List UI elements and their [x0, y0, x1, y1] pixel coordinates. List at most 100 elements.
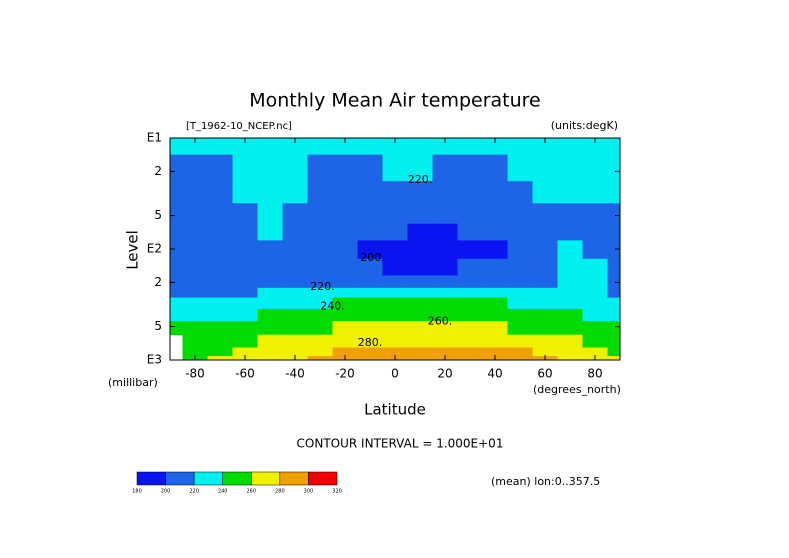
field-cell [182, 181, 208, 204]
field-cell [557, 240, 583, 260]
field-cell [282, 154, 308, 182]
contour-label: 240. [320, 300, 345, 313]
field-cell [182, 308, 208, 322]
field-cell [282, 275, 308, 289]
field-cell [557, 203, 583, 225]
field-cell [607, 308, 621, 322]
field-cell [382, 287, 408, 299]
field-cell [532, 308, 558, 322]
field-cell [307, 240, 333, 260]
field-cell [482, 154, 508, 182]
field-cell [332, 275, 358, 289]
field-cell [532, 181, 558, 204]
field-cell [407, 181, 433, 204]
field-cell [582, 223, 608, 241]
field-cell [282, 308, 308, 322]
field-cell [607, 181, 621, 204]
field-cell [182, 203, 208, 225]
field-cell [170, 275, 183, 289]
y-tick-label: 5 [154, 319, 162, 333]
field-cell [382, 223, 408, 241]
colorbar-swatch [222, 471, 252, 486]
field-cell [207, 334, 233, 348]
field-cell [232, 258, 258, 276]
field-cell [557, 154, 583, 182]
field-cell [557, 334, 583, 348]
field-cell [507, 347, 533, 357]
field-cell [507, 297, 533, 310]
field-cell [307, 347, 333, 357]
field-cell [307, 203, 333, 225]
field-cell [382, 297, 408, 310]
field-cell [170, 154, 183, 182]
field-cell [257, 321, 283, 336]
field-cell [357, 203, 383, 225]
field-cell [507, 287, 533, 299]
field-cell [232, 275, 258, 289]
field-cell [407, 356, 433, 361]
field-cell [457, 321, 483, 336]
field-cell [257, 287, 283, 299]
field-cell [382, 334, 408, 348]
field-cell [457, 138, 483, 156]
field-cell [432, 308, 458, 322]
field-cell [282, 240, 308, 260]
field [170, 138, 621, 361]
field-cell [407, 223, 433, 241]
field-cell [307, 321, 333, 336]
colorbar-label: 200 [161, 489, 171, 495]
chart-title: Monthly Mean Air temperature [249, 90, 540, 112]
field-cell [182, 275, 208, 289]
field-cell [382, 181, 408, 204]
field-cell [507, 223, 533, 241]
field-cell [382, 347, 408, 357]
colorbar-swatch [251, 471, 281, 486]
field-cell [532, 154, 558, 182]
field-cell [282, 203, 308, 225]
field-cell [182, 347, 208, 357]
field-cell [607, 321, 621, 336]
field-cell [332, 287, 358, 299]
field-cell [507, 321, 533, 336]
field-cell [257, 223, 283, 241]
field-cell [582, 347, 608, 357]
footnote: (mean) lon:0..357.5 [491, 475, 600, 488]
field-cell [207, 203, 233, 225]
field-cell [207, 240, 233, 260]
colorbar-swatch [165, 471, 195, 486]
field-cell [607, 287, 621, 299]
x-tick-label: -20 [335, 367, 355, 381]
field-cell [557, 347, 583, 357]
field-cell [482, 240, 508, 260]
y-tick-label: 5 [154, 208, 162, 222]
field-cell [557, 275, 583, 289]
field-cell [232, 203, 258, 225]
field-cell [207, 181, 233, 204]
field-cell [407, 275, 433, 289]
field-cell [257, 308, 283, 322]
field-cell [307, 223, 333, 241]
field-cell [407, 287, 433, 299]
field-cell [257, 258, 283, 276]
field-cell [332, 308, 358, 322]
x-tick-label: -80 [185, 367, 205, 381]
field-cell [557, 287, 583, 299]
field-cell [507, 356, 533, 361]
field-cell [332, 321, 358, 336]
file-label: [T_1962-10_NCEP.nc] [186, 121, 292, 132]
field-cell [432, 297, 458, 310]
field-cell [557, 181, 583, 204]
field-cell [170, 203, 183, 225]
field-cell [232, 154, 258, 182]
field-cell [307, 138, 333, 156]
contour-label: 260. [428, 315, 453, 328]
y-axis-title: Level [124, 230, 142, 270]
field-cell [170, 308, 183, 322]
field-cell [332, 240, 358, 260]
field-cell [482, 347, 508, 357]
field-cell [482, 138, 508, 156]
x-units: (degrees_north) [533, 383, 621, 396]
field-cell [532, 203, 558, 225]
field-cell [382, 275, 408, 289]
